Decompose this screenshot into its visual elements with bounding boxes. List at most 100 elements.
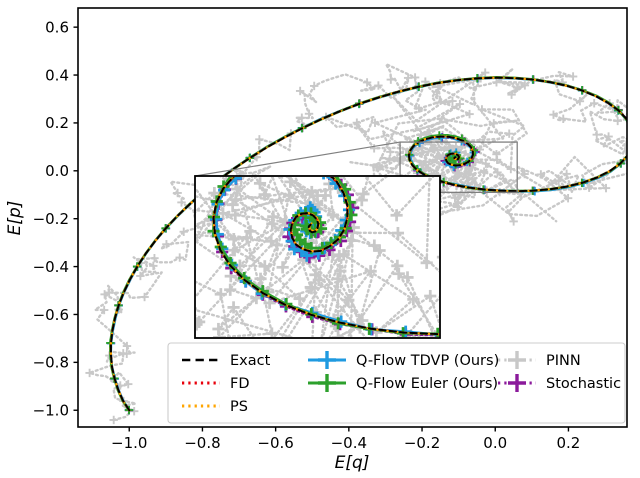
data-marker (253, 177, 267, 190)
data-marker (309, 268, 322, 281)
inset-connector (194, 141, 401, 177)
data-marker (420, 256, 433, 269)
data-marker (330, 177, 343, 182)
legend-marker (508, 374, 526, 392)
legend-item-q-flow-tdvp-ours[interactable]: Q-Flow TDVP (Ours) (308, 351, 499, 369)
series-exact (109, 76, 627, 412)
data-marker (326, 208, 339, 222)
legend-item-ps[interactable]: PS (182, 399, 248, 415)
data-marker (477, 105, 487, 114)
data-marker (276, 261, 289, 274)
data-marker (416, 130, 426, 140)
data-marker (150, 253, 159, 263)
data-marker (179, 227, 188, 236)
data-marker (536, 170, 546, 179)
data-marker (559, 114, 568, 123)
data-marker (265, 235, 278, 248)
data-marker (568, 72, 578, 81)
data-marker (124, 379, 133, 389)
axes-frame (77, 7, 628, 428)
data-marker (370, 118, 380, 127)
data-marker (520, 81, 530, 90)
data-marker (352, 118, 362, 127)
legend: Exact FD PS Q-Flow TDVP (Ours) Q-Flow Euler … (167, 342, 626, 424)
data-marker (357, 187, 370, 201)
data-marker (284, 177, 297, 188)
data-marker (493, 168, 502, 177)
data-marker (140, 292, 149, 302)
data-marker (613, 116, 622, 126)
y-axis-ticks: 0.6 0.4 0.2 0.0 −0.2 −0.4 −0.6 −0.8 −1.0 (33, 18, 78, 420)
legend-label: Stochastic (546, 376, 621, 392)
data-series-layer (85, 62, 627, 425)
data-marker (162, 240, 171, 249)
legend-item-exact[interactable]: Exact (182, 353, 271, 369)
data-marker (266, 217, 279, 230)
data-marker (265, 327, 278, 337)
data-marker (333, 249, 346, 263)
legend-item-stochastic[interactable]: Stochastic (498, 374, 621, 392)
data-marker (334, 265, 347, 278)
data-marker (492, 155, 502, 164)
data-marker (332, 331, 345, 337)
data-marker (364, 265, 377, 278)
data-marker (310, 81, 319, 91)
data-marker (255, 135, 264, 144)
x-axis-ticks: −1.0 −0.8 −0.6 −0.4 −0.2 0.0 0.2 (111, 427, 580, 452)
data-marker (374, 81, 383, 90)
legend-marker (508, 351, 526, 369)
data-marker (414, 104, 424, 113)
data-marker (401, 271, 414, 284)
legend-item-q-flow-euler-ours[interactable]: Q-Flow Euler (Ours) (308, 374, 498, 392)
data-marker (592, 130, 601, 139)
data-marker (464, 169, 473, 179)
x-axis-label: E[q] (335, 453, 370, 473)
data-marker (479, 167, 489, 176)
data-marker (589, 99, 599, 108)
x-tick-label: −0.2 (404, 434, 440, 452)
data-marker (385, 155, 394, 164)
legend-item-fd[interactable]: FD (182, 376, 250, 392)
data-marker (506, 164, 516, 174)
data-marker (331, 272, 344, 285)
data-marker (196, 315, 206, 328)
data-marker (513, 83, 522, 92)
legend-marker (318, 351, 336, 369)
data-marker (136, 271, 145, 281)
y-tick-label: 0.4 (45, 66, 69, 84)
data-marker (216, 207, 230, 220)
data-marker (391, 259, 404, 272)
data-marker (369, 144, 379, 153)
data-marker (295, 86, 305, 96)
data-marker (505, 129, 514, 138)
data-marker (228, 244, 241, 257)
data-marker (229, 193, 243, 206)
data-marker (100, 290, 109, 299)
data-marker (492, 78, 501, 87)
data-marker (304, 281, 317, 294)
data-marker (227, 233, 240, 246)
legend-item-pinn[interactable]: PINN (498, 351, 581, 369)
data-marker (213, 331, 226, 337)
data-marker (342, 293, 355, 307)
data-marker (481, 159, 491, 168)
data-marker (410, 73, 420, 82)
y-tick-label: −0.4 (33, 258, 69, 276)
series-path (109, 76, 627, 412)
y-axis-label: E[p] (5, 201, 25, 236)
data-marker (311, 189, 324, 202)
data-marker (509, 217, 518, 226)
data-marker (436, 255, 439, 259)
zoom-indicator-box (399, 141, 518, 194)
legend-label: Q-Flow Euler (Ours) (356, 376, 498, 392)
y-tick-label: 0.6 (45, 18, 69, 36)
data-marker (173, 188, 182, 198)
x-tick-label: −1.0 (111, 434, 147, 452)
data-marker (297, 113, 307, 122)
